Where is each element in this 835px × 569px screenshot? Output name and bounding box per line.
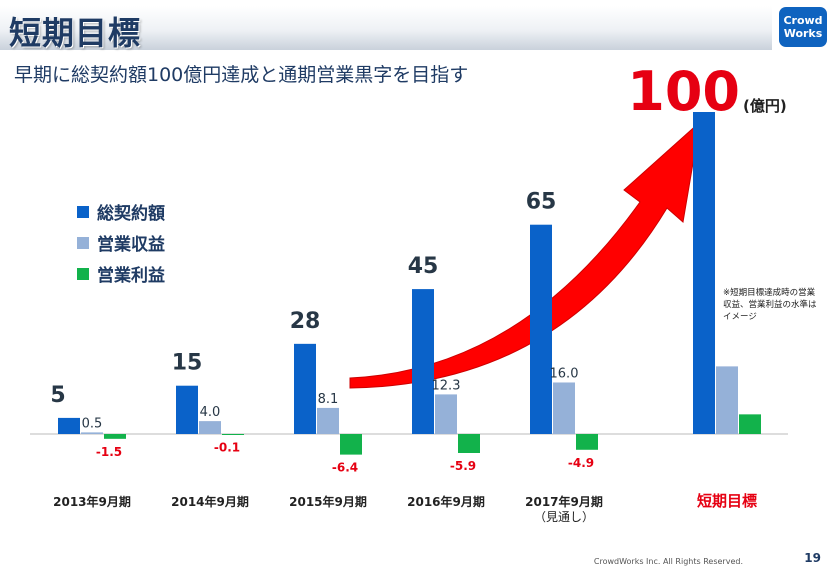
- bar-profit-5: [739, 414, 761, 434]
- legend-item-revenue: 営業収益: [77, 227, 165, 258]
- bar-contract-3: [412, 289, 434, 434]
- x-tick-label-1: 2014年9月期: [171, 494, 249, 509]
- bar-profit-4: [576, 434, 598, 450]
- value-label-revenue-3: 12.3: [432, 378, 461, 393]
- value-label-profit-2: -6.4: [332, 461, 358, 475]
- bar-revenue-0: [81, 432, 103, 434]
- value-label-contract-0: 5: [50, 383, 65, 408]
- legend-swatch-revenue: [77, 236, 89, 249]
- value-label-revenue-0: 0.5: [82, 416, 103, 431]
- legend-item-contract: 総契約額: [77, 196, 165, 227]
- value-label-profit-3: -5.9: [450, 459, 476, 473]
- value-label-revenue-4: 16.0: [550, 366, 579, 381]
- target-unit-label: (億円): [743, 97, 787, 115]
- bar-contract-0: [58, 417, 80, 434]
- bar-revenue-3: [435, 394, 457, 434]
- bar-contract-2: [294, 343, 316, 434]
- legend-label-revenue: 営業収益: [97, 235, 165, 255]
- value-label-contract-3: 45: [408, 254, 439, 279]
- target-note: ※短期目標達成時の営業収益、営業利益の水準はイメージ: [723, 288, 817, 322]
- value-label-profit-0: -1.5: [96, 445, 122, 459]
- bar-contract-5: [693, 112, 715, 434]
- value-label-profit-4: -4.9: [568, 456, 594, 470]
- bar-profit-1: [222, 434, 244, 435]
- crowdworks-logo: Crowd Works: [779, 7, 827, 47]
- value-label-contract-4: 65: [526, 190, 557, 215]
- logo-line-1: Crowd: [783, 14, 823, 27]
- growth-arrow-shape: [349, 120, 701, 389]
- logo-line-2: Works: [783, 27, 823, 40]
- slide-subtitle: 早期に総契約額100億円達成と通期営業黒字を目指す: [14, 64, 469, 86]
- x-tick-label-4: 2017年9月期: [525, 494, 603, 509]
- x-tick-label-0: 2013年9月期: [53, 494, 131, 509]
- bar-contract-1: [176, 385, 198, 434]
- bar-revenue-2: [317, 407, 339, 434]
- title-band: 短期目標: [0, 6, 772, 52]
- value-label-profit-1: -0.1: [214, 440, 240, 454]
- bar-revenue-1: [199, 421, 221, 434]
- copyright-footer: CrowdWorks Inc. All Rights Reserved.: [593, 557, 743, 566]
- value-label-revenue-2: 8.1: [318, 392, 339, 407]
- value-label-contract-2: 28: [290, 309, 321, 334]
- page-number: 19: [804, 551, 821, 565]
- value-label-contract-1: 15: [172, 351, 203, 376]
- chart-legend: 総契約額 営業収益 営業利益: [77, 196, 165, 289]
- bar-profit-3: [458, 434, 480, 453]
- growth-arrow: [349, 120, 701, 389]
- legend-item-profit: 営業利益: [77, 258, 165, 289]
- bar-revenue-5: [716, 366, 738, 434]
- x-tick-sublabel-4: （見通し）: [534, 510, 594, 524]
- value-label-contract-5: 100: [627, 60, 740, 123]
- legend-label-profit: 営業利益: [97, 266, 165, 286]
- legend-swatch-contract: [77, 205, 89, 218]
- bar-profit-2: [340, 434, 362, 455]
- legend-swatch-profit: [77, 267, 89, 280]
- x-tick-label-3: 2016年9月期: [407, 494, 485, 509]
- page-title: 短期目標: [9, 14, 142, 52]
- x-tick-label-2: 2015年9月期: [289, 494, 367, 509]
- legend-label-contract: 総契約額: [97, 204, 165, 224]
- value-label-revenue-1: 4.0: [200, 405, 221, 420]
- bar-profit-0: [104, 434, 126, 439]
- bar-revenue-4: [553, 382, 575, 434]
- bar-contract-4: [530, 224, 552, 434]
- x-tick-label-5: 短期目標: [697, 492, 757, 510]
